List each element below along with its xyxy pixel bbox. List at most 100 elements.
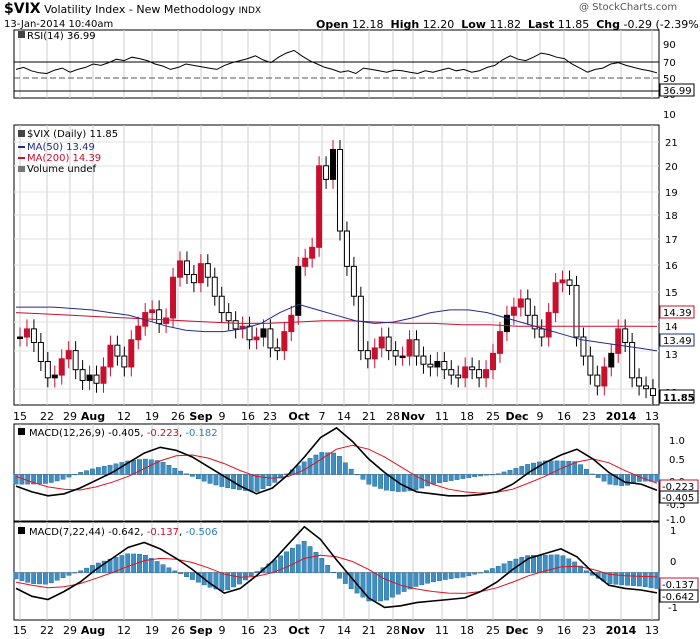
macd1-macd-tag: [659, 490, 699, 504]
price-tick-19: 19: [665, 188, 678, 199]
macd-hist-bar: [631, 572, 636, 586]
candle-body: [232, 320, 239, 330]
candle-body: [406, 339, 413, 357]
macd-hist-bar: [384, 572, 389, 601]
macd-hist-bar: [266, 474, 272, 487]
candle-body: [601, 366, 608, 387]
candle-body: [385, 336, 392, 352]
macd-hist-bar: [484, 474, 489, 476]
macd-hist-bar: [372, 572, 378, 602]
macd-hist-bar: [278, 474, 284, 479]
macd1-tick-neg0.5: -0.5: [666, 500, 686, 511]
x-tick-label: 16: [557, 624, 571, 637]
macd1-series: [13, 426, 660, 497]
macd-hist-bar: [219, 572, 225, 592]
candle-body: [476, 369, 483, 379]
macd-hist-bar: [31, 474, 37, 485]
macd-hist-bar: [584, 570, 589, 573]
x-tick-label: Nov: [401, 624, 426, 637]
macd-hist-bar: [101, 560, 107, 573]
open-value: 12.18: [352, 18, 384, 31]
price-legend-icon: [18, 130, 25, 137]
candle-body: [65, 350, 72, 360]
candle-body: [420, 355, 427, 365]
ma200-legend: MA(200) 14.39: [27, 153, 101, 164]
x-tick-label: Aug: [81, 410, 105, 423]
macd-hist-bar: [648, 572, 654, 588]
macd-hist-bar: [419, 474, 425, 489]
candle-body: [218, 295, 225, 314]
macd-hist-bar: [231, 572, 236, 588]
rsi-tick-50: 50: [663, 74, 676, 85]
macd2-macd-tag: [659, 589, 699, 603]
rsi-legend-icon: [18, 31, 25, 38]
macd-hist-bar: [201, 474, 207, 482]
candle-body: [330, 148, 337, 180]
candle-body: [135, 325, 142, 341]
candle-body: [587, 355, 594, 376]
candle-body: [170, 276, 177, 319]
candle-body: [51, 374, 58, 379]
x-tick-label: Oct: [288, 410, 309, 423]
macd-hist-bar: [566, 558, 572, 573]
macd-hist-bar: [625, 572, 630, 586]
macd-hist-bar: [495, 566, 501, 573]
macd-hist-bar: [289, 547, 295, 573]
candle-body: [566, 279, 573, 286]
candle-body: [190, 274, 197, 284]
x-tick-label: 15: [13, 410, 27, 423]
macd-hist-bar: [489, 568, 495, 573]
macd-hist-bar: [131, 460, 137, 475]
x-tick-label: 23: [263, 410, 277, 423]
macd-hist-bar: [31, 572, 37, 584]
chart-title: $VIX Volatility Index - New Methodology …: [4, 1, 261, 17]
macd-hist-bar: [119, 555, 125, 573]
x-tick-label: 7: [319, 410, 326, 423]
macd-hist-bar: [478, 474, 483, 477]
candle-body: [538, 328, 545, 338]
rsi-tick-10: 10: [663, 110, 676, 121]
macd-hist-bar: [384, 474, 389, 491]
macd-hist-bar: [154, 460, 160, 475]
x-tick-label: 15: [13, 624, 27, 637]
macd-hist-bar: [301, 461, 307, 475]
candle-body: [121, 355, 128, 368]
rsi-value-tag: [659, 83, 695, 97]
macd-hist-bar: [178, 470, 184, 475]
macd-hist-bar: [431, 474, 436, 485]
x-tick-label: 16: [241, 624, 255, 637]
macd-hist-bar: [442, 572, 448, 580]
candle-body: [531, 314, 538, 330]
macd-hist-bar: [342, 462, 348, 475]
macd-hist-bar: [425, 572, 431, 584]
macd-hist-bar: [472, 572, 478, 575]
price-tick-21: 21: [665, 138, 678, 149]
candle-body: [427, 363, 434, 368]
macd-hist-bar: [607, 474, 613, 485]
macd-hist-bar: [331, 572, 336, 573]
macd-hist-bar: [66, 572, 72, 576]
macd-hist-bar: [260, 474, 266, 489]
watermark: @ StockCharts.com: [579, 2, 678, 13]
macd-hist-bar: [48, 572, 54, 584]
macd-hist-bar: [531, 554, 536, 573]
macd-hist-bar: [295, 465, 301, 475]
macd-hist-bar: [242, 572, 248, 581]
candle-body: [524, 298, 531, 316]
rsi-tick-70: 70: [663, 58, 676, 69]
candle-body: [176, 260, 183, 278]
candle-body: [79, 369, 86, 382]
macd1-tick-0.5: 0.5: [669, 455, 685, 466]
candle-body: [357, 295, 364, 352]
macd-hist-bar: [407, 474, 413, 491]
macd-hist-bar: [342, 572, 348, 584]
macd-hist-bar: [43, 572, 48, 585]
x-tick-label: 13: [645, 410, 659, 423]
candle-body: [364, 350, 371, 360]
macd-hist-bar: [460, 572, 466, 578]
candle-body: [58, 358, 65, 376]
price-tick-16: 16: [665, 261, 678, 272]
last-value: 11.85: [557, 18, 590, 31]
candle-body: [93, 374, 100, 384]
macd-hist-bar: [389, 572, 395, 598]
